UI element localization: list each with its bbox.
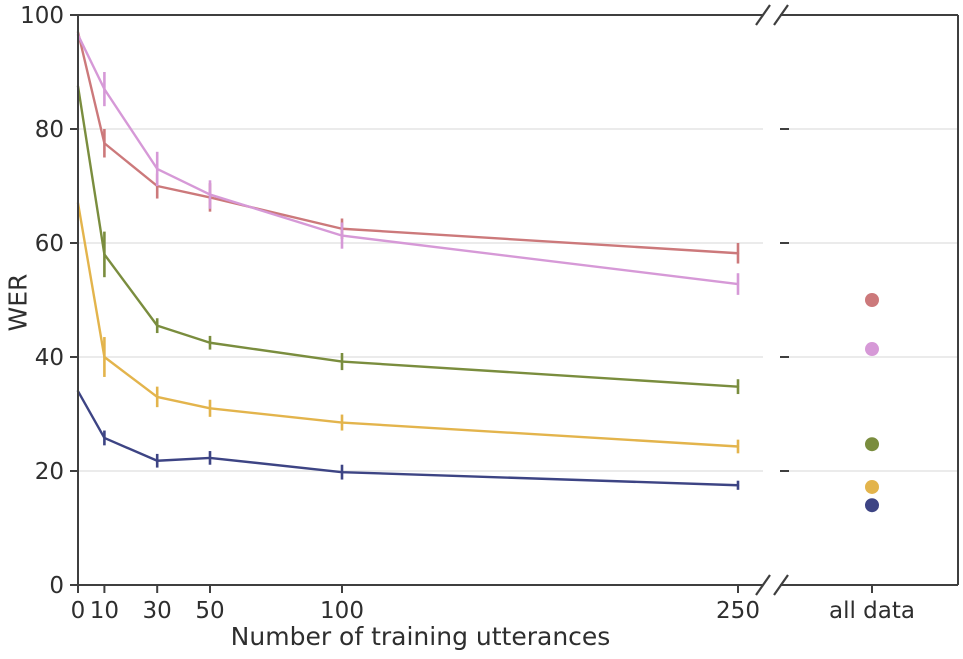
series-line-plum bbox=[76, 33, 740, 286]
y-tick-label-40: 40 bbox=[35, 345, 64, 371]
all-data-point-navy bbox=[865, 498, 879, 513]
axis-break-mark-2 bbox=[755, 574, 771, 596]
y-tick-label-100: 100 bbox=[20, 3, 64, 29]
x-tick-label-10: 10 bbox=[90, 598, 119, 624]
series-line-gold bbox=[76, 201, 740, 448]
x-tick-label-50: 50 bbox=[195, 598, 224, 624]
x-axis-label: Number of training utterances bbox=[230, 622, 611, 651]
x-tick-label-250: 250 bbox=[716, 598, 760, 624]
y-tick-label-20: 20 bbox=[35, 459, 64, 485]
axis-break-mark-0 bbox=[755, 4, 771, 26]
all-data-point-olive bbox=[865, 437, 879, 452]
series-line-olive bbox=[76, 85, 740, 388]
axis-break-mark-3 bbox=[773, 574, 789, 596]
all-data-point-salmon bbox=[865, 293, 879, 307]
x-tick-label-100: 100 bbox=[320, 598, 364, 624]
y-tick-label-0: 0 bbox=[49, 573, 64, 599]
x-tick-label-all-data: all data bbox=[829, 598, 915, 624]
all-data-point-gold bbox=[865, 479, 879, 494]
x-tick-label-30: 30 bbox=[143, 598, 172, 624]
all-data-point-plum bbox=[865, 342, 879, 357]
y-tick-label-80: 80 bbox=[35, 117, 64, 143]
axis-break-mark-1 bbox=[773, 4, 789, 26]
series-line-navy bbox=[76, 390, 740, 487]
x-tick-label-0: 0 bbox=[71, 598, 86, 624]
y-axis-label: WER bbox=[3, 273, 33, 332]
y-tick-label-60: 60 bbox=[35, 231, 64, 257]
series-line-salmon bbox=[76, 30, 740, 255]
